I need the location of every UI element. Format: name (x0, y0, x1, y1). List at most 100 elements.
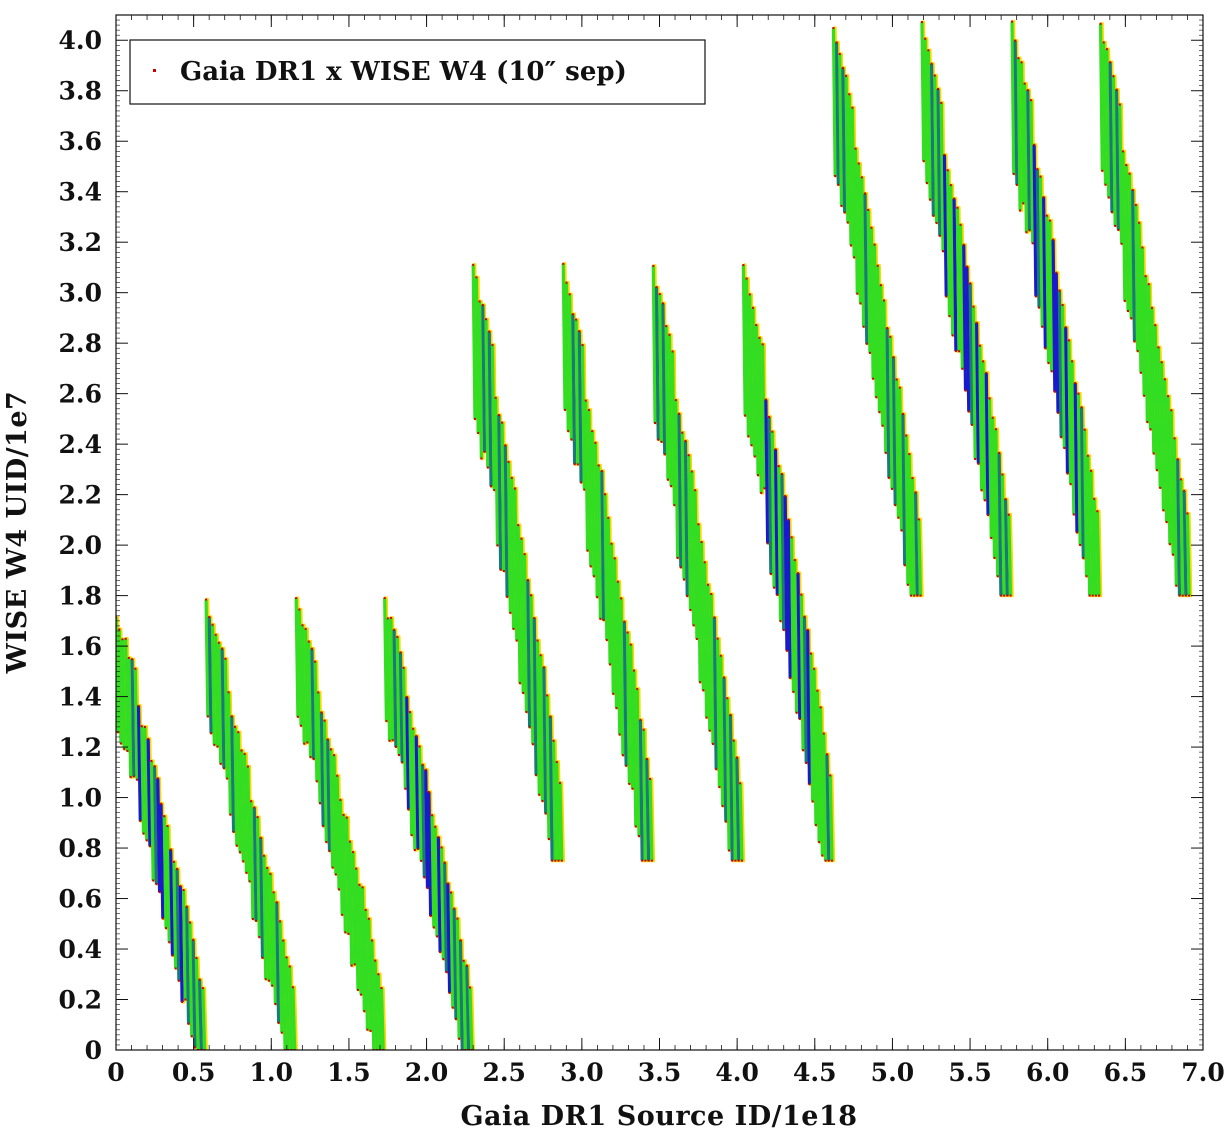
data-point (394, 745, 397, 748)
data-point (637, 835, 640, 838)
data-stroke (474, 277, 480, 434)
data-point (881, 424, 884, 427)
data-point (922, 160, 925, 163)
data-point (1167, 395, 1170, 398)
data-point (1120, 242, 1123, 245)
data-stroke (926, 50, 932, 200)
data-point (956, 206, 959, 209)
x-tick-label: 2.5 (482, 1058, 526, 1087)
data-point (681, 431, 684, 434)
data-point (718, 786, 721, 789)
data-point (124, 637, 127, 640)
data-point (423, 876, 426, 879)
data-point (1173, 437, 1176, 440)
data-point (703, 561, 706, 564)
data-point (1019, 209, 1022, 212)
data-point (298, 608, 301, 611)
data-stroke (664, 326, 670, 480)
data-point (731, 859, 734, 862)
data-stroke (462, 960, 468, 1050)
data-point (512, 627, 515, 630)
y-tick-label: 0.8 (59, 834, 103, 863)
data-point (649, 777, 652, 780)
data-point (279, 920, 282, 923)
data-point (977, 462, 980, 465)
data-stroke (357, 884, 363, 995)
data-point (742, 264, 745, 267)
data-stroke (1032, 144, 1038, 297)
data-stroke (477, 301, 483, 459)
data-point (1146, 421, 1149, 424)
data-point (528, 726, 531, 729)
data-point (549, 715, 552, 718)
data-point (848, 93, 851, 96)
band-8 (741, 263, 836, 863)
data-stroke (1073, 382, 1079, 533)
data-point (660, 440, 663, 443)
data-point (587, 408, 590, 411)
data-point (501, 421, 504, 424)
data-point (356, 988, 359, 991)
data-stroke (398, 652, 404, 763)
data-point (843, 211, 846, 214)
data-point (665, 325, 668, 328)
data-point (908, 453, 911, 456)
data-point (819, 706, 822, 709)
data-point (137, 704, 140, 707)
data-stroke (651, 265, 657, 424)
data-point (811, 800, 814, 803)
data-stroke (914, 492, 919, 596)
data-point (1163, 378, 1166, 381)
data-point (1091, 594, 1094, 597)
data-stroke (882, 300, 888, 453)
data-point (481, 303, 484, 306)
data-stroke (876, 265, 882, 413)
x-tick-label: 6.5 (1104, 1058, 1148, 1087)
data-point (1118, 103, 1121, 106)
data-stroke (984, 372, 990, 516)
data-stroke (545, 695, 551, 840)
data-point (446, 882, 449, 885)
data-stroke (1105, 49, 1111, 198)
data-stroke (962, 244, 968, 391)
data-point (412, 727, 415, 730)
data-stroke (181, 889, 187, 1000)
data-stroke (600, 470, 606, 621)
data-stroke (373, 960, 379, 1050)
data-point (1001, 473, 1004, 476)
x-tick-label: 0 (107, 1058, 124, 1087)
data-stroke (1111, 76, 1117, 226)
data-stroke (506, 461, 512, 613)
data-point (1004, 498, 1007, 501)
data-point (969, 282, 972, 285)
data-point (408, 711, 411, 714)
data-point (237, 731, 240, 734)
y-tick-label: 0.6 (59, 885, 103, 914)
data-point (374, 959, 377, 962)
data-point (798, 717, 801, 720)
data-point (176, 867, 179, 870)
data-point (988, 397, 991, 400)
data-point (179, 884, 182, 887)
data-point (126, 749, 129, 752)
data-point (224, 657, 227, 660)
data-stroke (939, 102, 945, 252)
data-point (674, 399, 677, 402)
data-point (465, 964, 468, 967)
data-point (513, 487, 516, 490)
data-stroke (687, 455, 693, 611)
data-point (900, 529, 903, 532)
data-point (1160, 361, 1163, 364)
data-point (195, 956, 198, 959)
data-point (996, 575, 999, 578)
data-point (1101, 169, 1104, 172)
data-stroke (529, 595, 535, 745)
data-stroke (965, 266, 971, 412)
data-point (623, 620, 626, 623)
data-point (344, 931, 347, 934)
data-point (493, 489, 496, 492)
data-stroke (828, 775, 834, 861)
data-point (1086, 454, 1089, 457)
data-point (1130, 317, 1133, 320)
data-point (296, 715, 299, 718)
